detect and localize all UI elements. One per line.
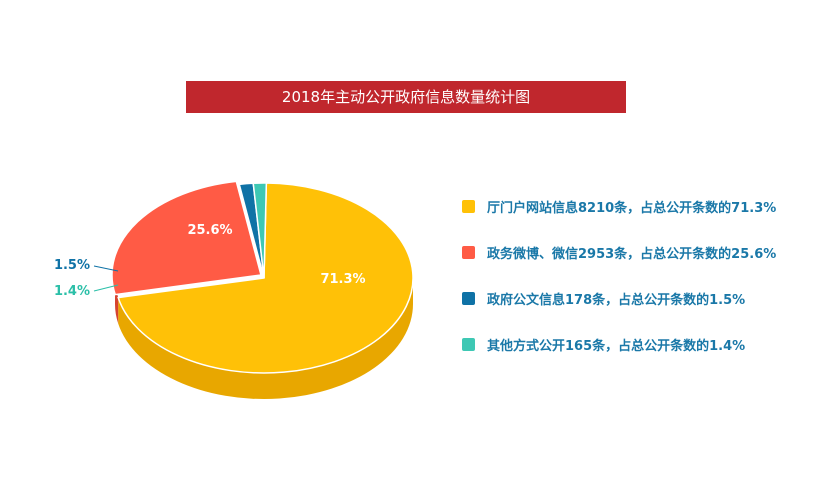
legend-swatch-weibo-wechat — [462, 246, 475, 259]
legend-label-other: 其他方式公开165条，占总公开条数的1.4% — [487, 339, 746, 354]
leader-line-documents — [93, 265, 119, 272]
slice-label-portal: 71.3% — [320, 272, 365, 287]
chart-title: 2018年主动公开政府信息数量统计图 — [186, 81, 626, 113]
legend-swatch-portal — [462, 200, 475, 213]
pie-side-portal — [118, 278, 413, 400]
legend-swatch-other — [462, 338, 475, 351]
legend-swatch-documents — [462, 292, 475, 305]
legend-label-weibo-wechat: 政务微博、微信2953条，占总公开条数的25.6% — [487, 247, 777, 262]
legend: 厅门户网站信息8210条，占总公开条数的71.3% 政务微博、微信2953条，占… — [462, 196, 776, 380]
slice-label-weibo-wechat: 25.6% — [187, 223, 232, 238]
legend-item-weibo-wechat: 政务微博、微信2953条，占总公开条数的25.6% — [462, 242, 776, 263]
legend-item-portal: 厅门户网站信息8210条，占总公开条数的71.3% — [462, 196, 776, 217]
slice-label-documents: 1.5% — [54, 258, 90, 273]
legend-label-portal: 厅门户网站信息8210条，占总公开条数的71.3% — [487, 201, 777, 216]
pie-slice-portal — [117, 182, 414, 374]
pie-slice-weibo-wechat — [111, 180, 262, 296]
legend-item-documents: 政府公文信息178条，占总公开条数的1.5% — [462, 288, 776, 309]
pie-slice-other — [252, 182, 268, 279]
legend-item-other: 其他方式公开165条，占总公开条数的1.4% — [462, 334, 776, 355]
slice-label-other: 1.4% — [54, 284, 90, 299]
legend-label-documents: 政府公文信息178条，占总公开条数的1.5% — [487, 293, 746, 308]
leader-line-other — [93, 284, 119, 292]
